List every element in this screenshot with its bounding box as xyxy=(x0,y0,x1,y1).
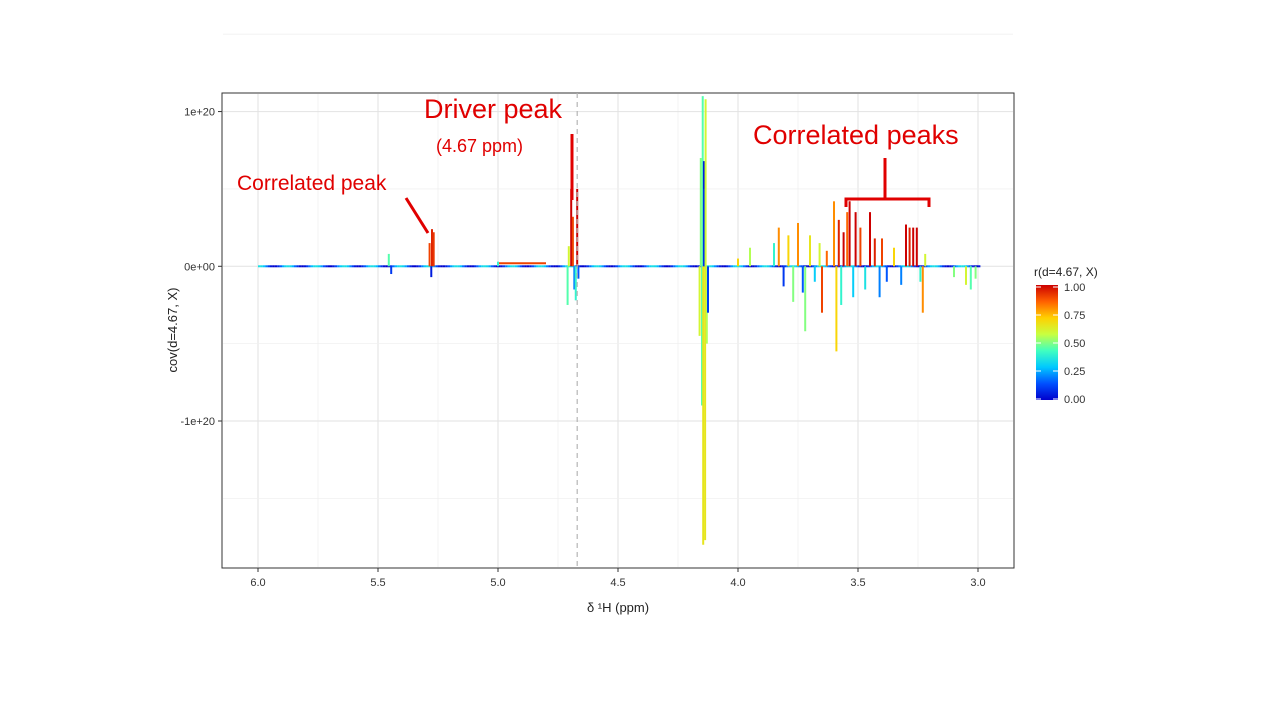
x-tick-label: 6.0 xyxy=(250,577,265,589)
x-axis-ticks: 6.0 5.5 5.0 4.5 4.0 3.5 3.0 xyxy=(250,568,986,589)
spectrum-peaks xyxy=(387,96,977,545)
color-legend: r(d=4.67, X) 1.00 0.75 0.50 0.25 0.00 xyxy=(1034,265,1098,406)
annotation-correlated-peak: Correlated peak xyxy=(237,172,387,195)
x-tick-label: 4.0 xyxy=(730,577,745,589)
legend-tick-label: 0.00 xyxy=(1064,394,1085,406)
legend-ticks: 1.00 0.75 0.50 0.25 0.00 xyxy=(1036,282,1085,406)
y-axis-title: cov(d=4.67, X) xyxy=(165,288,180,373)
y-axis-ticks: 1e+20 0e+00 -1e+20 xyxy=(180,107,222,428)
x-tick-label: 4.5 xyxy=(610,577,625,589)
legend-tick-label: 0.75 xyxy=(1064,310,1085,322)
y-tick-label: 0e+00 xyxy=(184,261,215,273)
y-tick-label: 1e+20 xyxy=(184,107,215,119)
annotation-driver-peak: Driver peak xyxy=(424,94,563,124)
annotations: Correlated peak Driver peak (4.67 ppm) C… xyxy=(237,94,959,234)
y-tick-label: -1e+20 xyxy=(180,416,215,428)
annotation-driver-ppm: (4.67 ppm) xyxy=(436,136,523,156)
x-tick-label: 3.0 xyxy=(970,577,985,589)
legend-tick-label: 1.00 xyxy=(1064,282,1085,294)
correlated-peak-arrow xyxy=(404,197,430,234)
x-axis-title: δ ¹H (ppm) xyxy=(587,600,649,615)
correlated-peaks-bracket xyxy=(844,158,931,207)
x-tick-label: 5.5 xyxy=(370,577,385,589)
legend-tick-label: 0.25 xyxy=(1064,366,1085,378)
x-tick-label: 5.0 xyxy=(490,577,505,589)
grid-lines xyxy=(223,33,1013,567)
legend-colorbar xyxy=(1036,285,1058,400)
x-tick-label: 3.5 xyxy=(850,577,865,589)
legend-tick-label: 0.50 xyxy=(1064,338,1085,350)
annotation-correlated-peaks: Correlated peaks xyxy=(753,120,959,150)
legend-title: r(d=4.67, X) xyxy=(1034,265,1098,279)
